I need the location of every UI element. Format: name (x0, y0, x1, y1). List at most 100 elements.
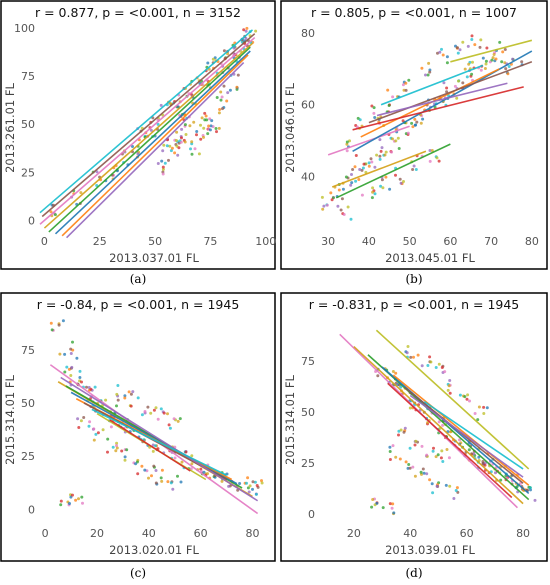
scatter-point-a (189, 147, 192, 151)
scatter-point-c (61, 319, 65, 323)
y-tick-a: 100 (14, 22, 35, 35)
scatter-point-b (463, 67, 467, 71)
scatter-point-d (429, 360, 433, 364)
scatter-point-c (152, 408, 156, 412)
fit-line-c (91, 408, 227, 476)
scatter-point-b (414, 168, 418, 171)
scatter-point-b (367, 164, 371, 168)
scatter-point-c (202, 470, 206, 474)
scatter-point-c (136, 396, 140, 400)
scatter-point-b (391, 137, 394, 141)
scatter-point-c (143, 468, 147, 472)
scatter-point-d (375, 501, 379, 505)
scatter-point-c (65, 365, 69, 369)
scatter-point-b (436, 51, 439, 55)
scatter-point-a (226, 91, 230, 95)
scatter-point-a (235, 85, 239, 89)
x-tick-d: 40 (403, 527, 417, 540)
scatter-point-b (520, 60, 524, 64)
plot-area-a (39, 26, 258, 239)
scatter-point-a (161, 165, 165, 169)
scatter-point-b (378, 138, 382, 142)
scatter-point-d (466, 393, 470, 397)
scatter-point-b (380, 146, 384, 150)
scatter-point-b (445, 61, 449, 65)
fit-line-b (376, 82, 508, 117)
scatter-point-d (397, 433, 400, 437)
scatter-point-a (206, 61, 210, 65)
scatter-point-d (467, 448, 471, 452)
scatter-point-a (202, 126, 206, 130)
scatter-point-b (411, 125, 415, 129)
scatter-point-c (152, 464, 156, 468)
scatter-point-c (260, 481, 264, 485)
scatter-point-c (129, 392, 133, 396)
scatter-point-b (380, 178, 384, 182)
scatter-point-b (440, 47, 443, 51)
scatter-point-c (78, 376, 82, 379)
scatter-point-d (494, 471, 497, 475)
scatter-point-b (424, 73, 427, 77)
scatter-point-d (421, 467, 425, 471)
scatter-point-c (184, 450, 188, 454)
scatter-point-c (173, 456, 177, 460)
panel-frame-b (280, 0, 548, 270)
scatter-point-b (394, 139, 398, 143)
scatter-point-a (161, 167, 165, 171)
scatter-point-c (140, 464, 144, 468)
scatter-point-c (78, 369, 82, 373)
scatter-point-c (151, 443, 155, 447)
scatter-point-b (379, 149, 383, 153)
scatter-point-b (441, 53, 445, 57)
scatter-point-b (411, 168, 415, 171)
scatter-point-d (499, 478, 503, 482)
scatter-point-d (447, 456, 451, 460)
scatter-point-d (468, 399, 471, 403)
scatter-point-d (422, 471, 426, 475)
scatter-point-c (50, 328, 54, 332)
scatter-point-a (161, 149, 165, 153)
scatter-point-b (456, 51, 460, 55)
scatter-point-a (183, 123, 187, 127)
plot-area-c (49, 319, 264, 515)
scatter-point-a (193, 147, 197, 151)
scatter-point-b (354, 154, 358, 157)
scatter-point-b (413, 117, 417, 121)
scatter-point-c (159, 476, 163, 480)
scatter-point-c (89, 387, 93, 391)
scatter-point-a (244, 29, 248, 33)
y-axis-label-b: 2013.046.01 FL (283, 82, 297, 172)
x-tick-c: 20 (90, 527, 104, 540)
scatter-point-b (361, 166, 365, 170)
scatter-point-c (131, 390, 135, 394)
fit-line-a (61, 54, 249, 237)
scatter-point-a (177, 146, 181, 150)
scatter-point-b (349, 183, 353, 187)
scatter-point-b (401, 83, 405, 87)
scatter-point-a (203, 111, 207, 115)
scatter-point-b (498, 40, 502, 44)
scatter-point-d (445, 448, 449, 451)
scatter-point-a (209, 124, 213, 128)
scatter-point-c (253, 480, 257, 484)
scatter-point-c (123, 394, 127, 398)
scatter-point-c (227, 484, 231, 488)
scatter-point-d (409, 355, 413, 359)
scatter-point-c (190, 454, 194, 458)
scatter-point-a (175, 130, 179, 134)
fit-line-b (368, 61, 533, 124)
fit-line-d (423, 400, 524, 470)
scatter-point-d (425, 472, 429, 476)
scatter-point-b (353, 165, 357, 169)
x-tick-b: 70 (484, 235, 498, 248)
scatter-point-a (180, 127, 184, 131)
scatter-point-d (392, 511, 396, 515)
scatter-point-c (69, 347, 73, 351)
scatter-point-b (427, 61, 431, 65)
scatter-point-b (491, 56, 495, 60)
scatter-point-b (320, 195, 324, 199)
y-tick-c: 25 (21, 450, 35, 463)
scatter-point-c (115, 444, 118, 448)
x-axis-label-a: 2013.037.01 FL (109, 251, 199, 265)
scatter-point-d (407, 463, 411, 466)
